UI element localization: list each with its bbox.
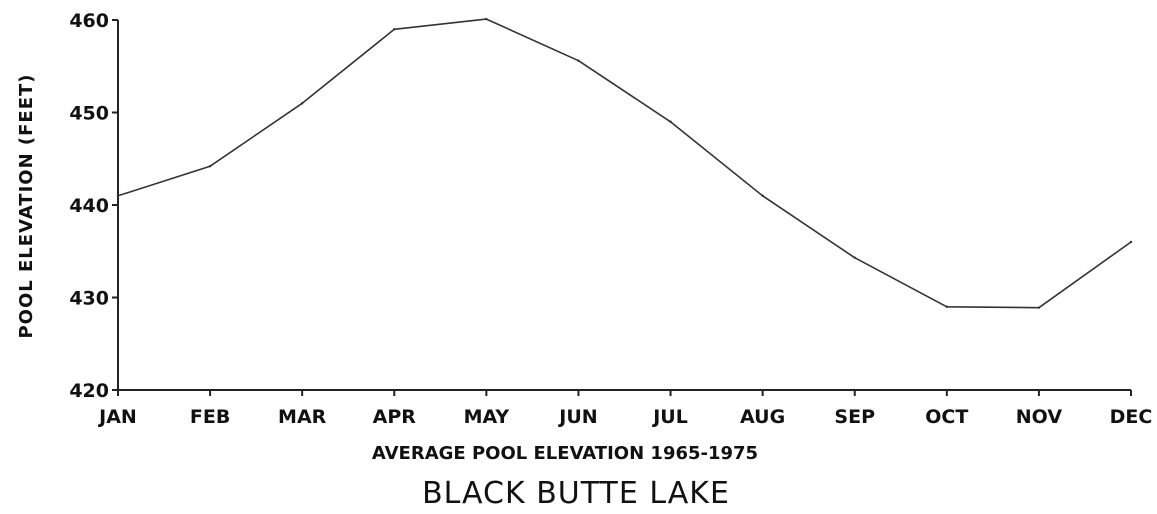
x-tick-label: OCT bbox=[925, 406, 968, 428]
y-tick-label: 430 bbox=[69, 288, 109, 310]
y-tick-label: 420 bbox=[69, 380, 109, 402]
y-axis-label: POOL ELEVATION (FEET) bbox=[16, 73, 37, 338]
y-tick-label: 450 bbox=[69, 103, 109, 125]
data-point bbox=[208, 164, 212, 168]
data-point bbox=[300, 102, 304, 105]
x-tick-label: JUN bbox=[557, 406, 597, 428]
x-tick-label: JUL bbox=[651, 406, 688, 428]
axes bbox=[117, 20, 1131, 391]
series-line bbox=[117, 18, 1132, 309]
data-point bbox=[1037, 306, 1041, 309]
x-tick-label: NOV bbox=[1016, 406, 1063, 428]
data-point bbox=[485, 17, 488, 21]
data-point bbox=[945, 305, 949, 308]
data-point bbox=[577, 59, 580, 62]
data-point bbox=[393, 28, 396, 31]
x-tick-label: MAR bbox=[278, 406, 327, 428]
data-point bbox=[1129, 240, 1133, 244]
data-point bbox=[669, 120, 672, 123]
x-tick-label: APR bbox=[373, 406, 417, 428]
chart-title: BLACK BUTTE LAKE bbox=[422, 476, 730, 511]
x-tick-label: FEB bbox=[190, 406, 230, 428]
x-tick-label: SEP bbox=[834, 406, 875, 428]
y-tick-label: 440 bbox=[69, 195, 109, 217]
y-tick-label: 460 bbox=[69, 10, 109, 32]
x-axis-ticks: JAN FEB MAR APR MAY JUN JUL AUG SEP OCT NOV DEC bbox=[97, 390, 1152, 428]
x-tick-label: MAY bbox=[464, 406, 510, 428]
series-group bbox=[116, 17, 1133, 309]
x-tick-label: DEC bbox=[1110, 406, 1153, 428]
data-point bbox=[853, 256, 856, 259]
data-point bbox=[116, 194, 120, 197]
data-point bbox=[761, 194, 764, 197]
x-tick-label: JAN bbox=[97, 406, 137, 428]
chart-subtitle: AVERAGE POOL ELEVATION 1965-1975 bbox=[372, 443, 758, 464]
x-tick-label: AUG bbox=[740, 406, 785, 428]
y-axis-ticks: 420 430 440 450 460 bbox=[69, 10, 118, 402]
